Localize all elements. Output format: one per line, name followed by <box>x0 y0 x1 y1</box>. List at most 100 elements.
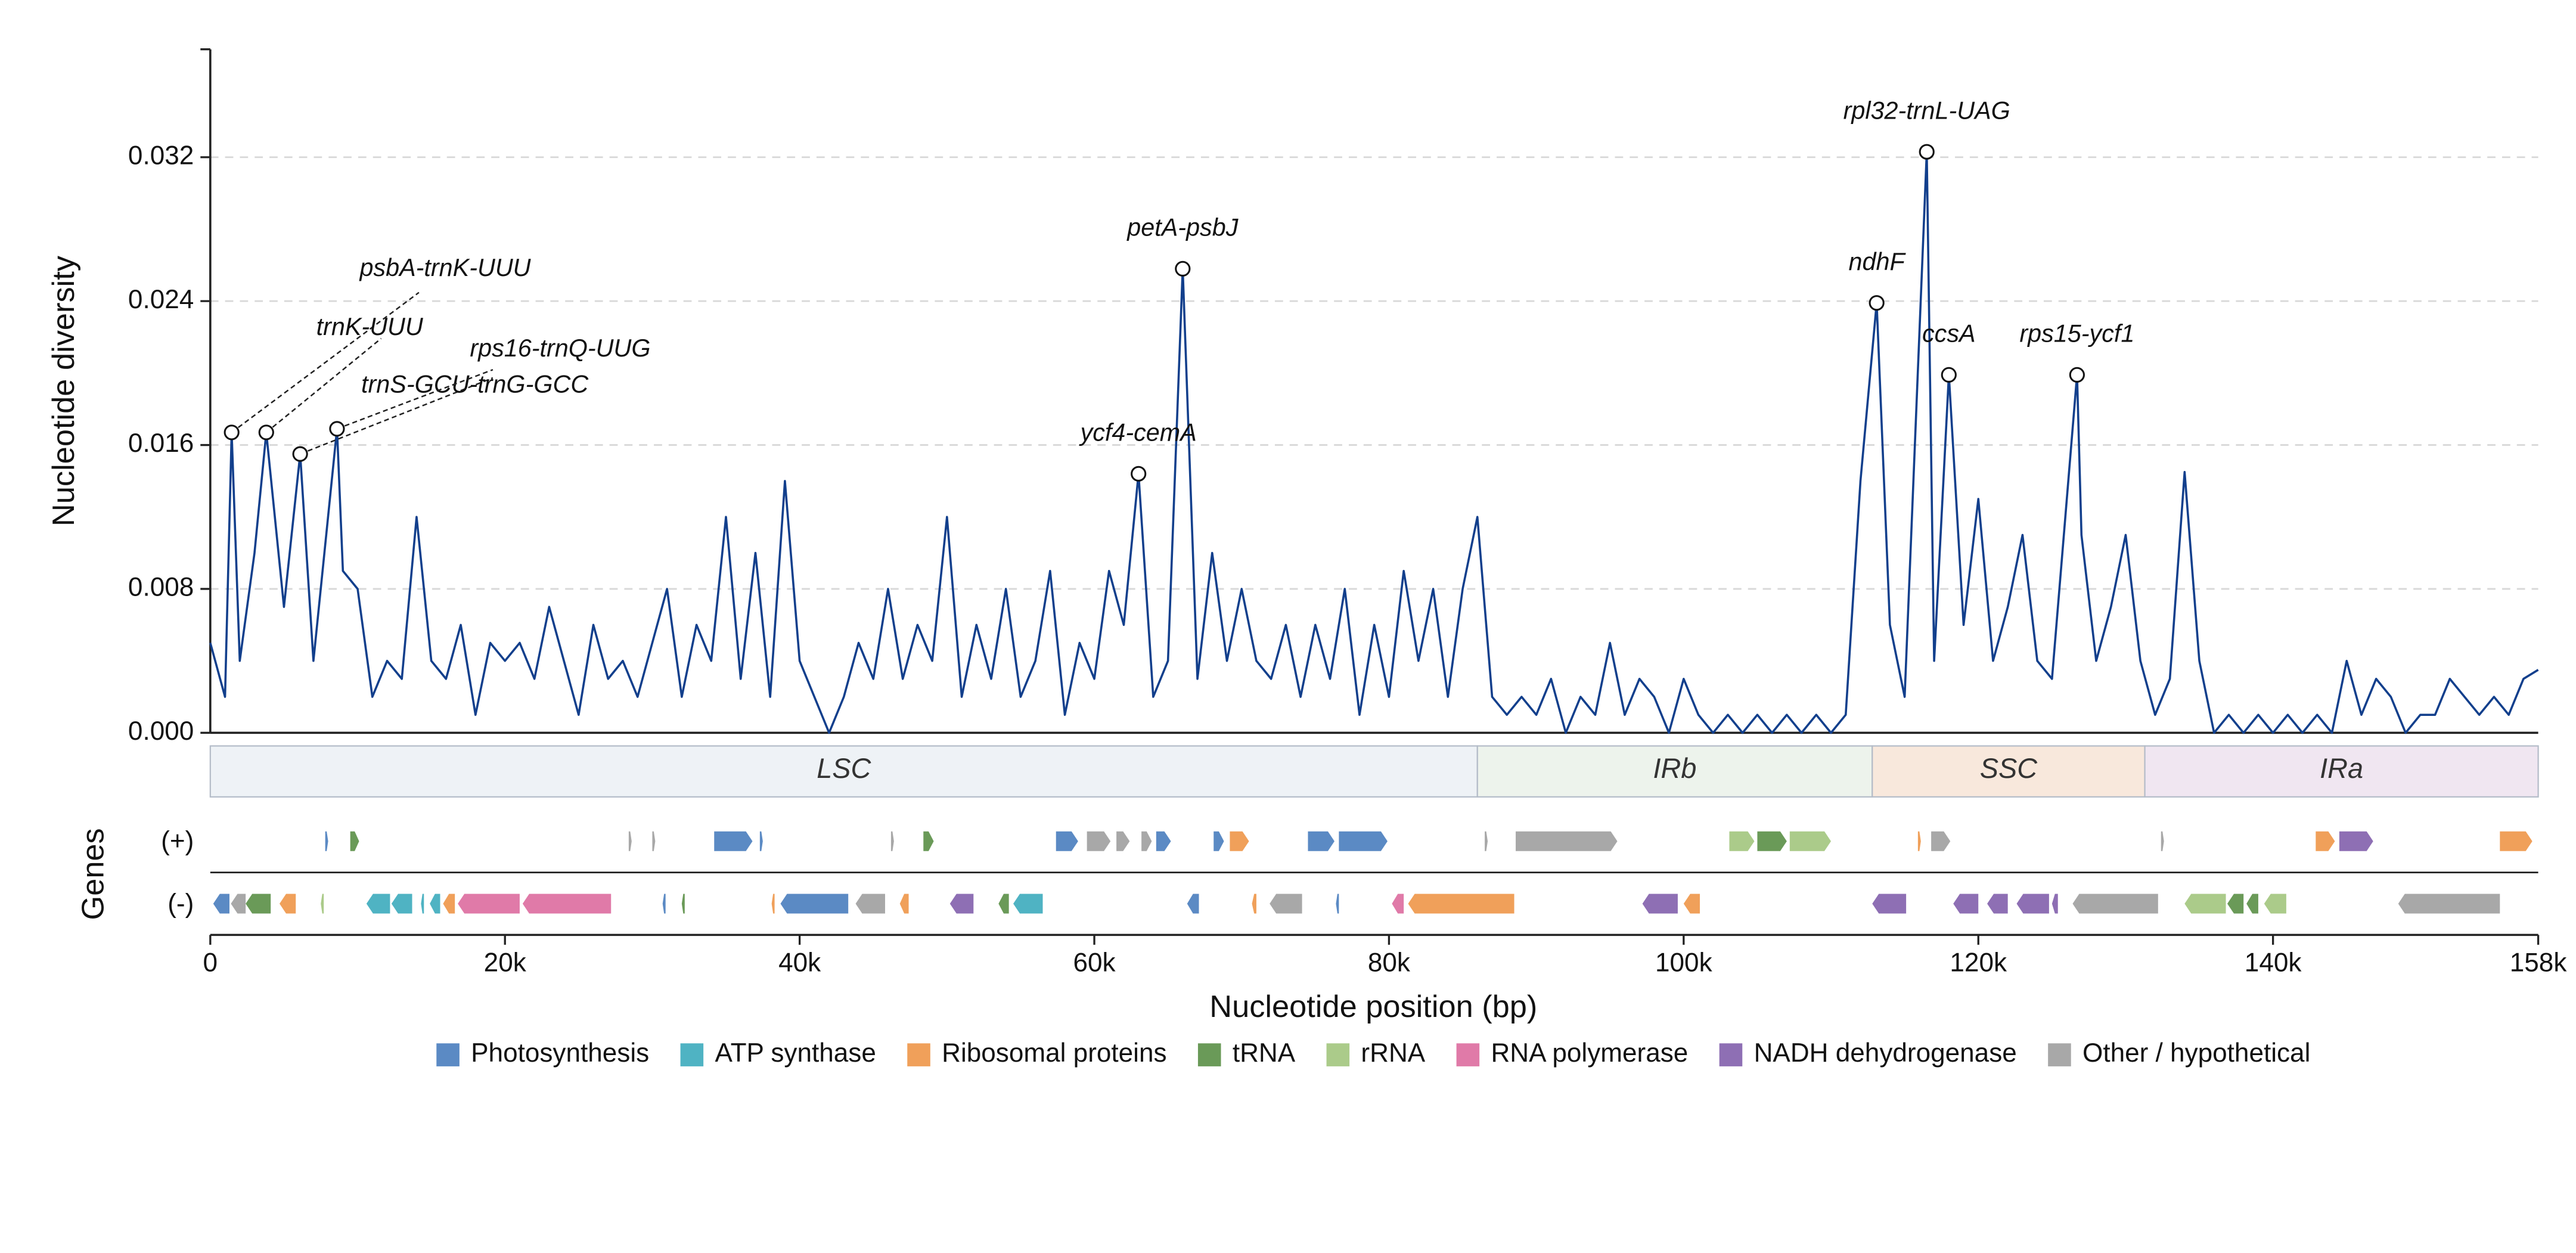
gene <box>652 831 656 851</box>
peak-marker <box>2069 367 2085 383</box>
region-label: SSC <box>1980 753 2038 784</box>
gene <box>2264 894 2286 914</box>
gene <box>1252 894 1256 914</box>
gene <box>231 894 246 914</box>
gene <box>1213 831 1224 851</box>
gene <box>1056 831 1078 851</box>
y-tick-label: 0.016 <box>128 429 194 458</box>
peak-marker <box>258 424 274 441</box>
track-label: Genes <box>76 828 111 920</box>
legend-swatch <box>436 1043 460 1066</box>
gene <box>1392 894 1404 914</box>
gene <box>681 894 685 914</box>
peak-marker <box>292 446 308 462</box>
gene <box>321 894 324 914</box>
peak-marker <box>224 424 240 441</box>
gene <box>2339 831 2373 851</box>
legend-swatch <box>2048 1043 2071 1066</box>
x-axis-label: Nucleotide position (bp) <box>1209 990 1537 1024</box>
gene <box>628 831 632 851</box>
x-tick-label: 140k <box>2245 948 2302 978</box>
legend-item: rRNA <box>1326 1038 1426 1068</box>
gene <box>2016 894 2049 914</box>
gene <box>2227 894 2244 914</box>
gene <box>899 894 909 914</box>
gene <box>780 894 849 914</box>
gene <box>1516 831 1618 851</box>
y-axis-label: Nucleotide diversity <box>46 255 81 526</box>
gene <box>350 831 359 851</box>
legend-swatch <box>907 1043 930 1066</box>
peak-label: petA-psbJ <box>1126 214 1238 241</box>
gene <box>1789 831 1832 851</box>
leader-line <box>300 377 494 455</box>
peak-marker <box>1919 144 1935 160</box>
legend-swatch <box>1719 1043 1743 1066</box>
gene <box>2161 831 2164 851</box>
region <box>2144 745 2539 798</box>
legend-item: Photosynthesis <box>436 1038 649 1068</box>
gene <box>213 894 229 914</box>
gene <box>771 894 775 914</box>
peak-marker <box>1941 367 1957 383</box>
gene <box>1156 831 1171 851</box>
x-tick-label: 120k <box>1950 948 2007 978</box>
peak-marker <box>329 421 345 437</box>
gene <box>391 894 412 914</box>
x-tick-label: 80k <box>1368 948 1411 978</box>
legend-item: Other / hypothetical <box>2048 1038 2310 1068</box>
gene <box>280 894 296 914</box>
gene <box>1917 831 1921 851</box>
gene <box>1931 831 1951 851</box>
peak-label: rpl32-trnL-UAG <box>1843 97 2010 124</box>
gene <box>1872 894 1907 914</box>
gene <box>1757 831 1787 851</box>
gene <box>1270 894 1302 914</box>
gene <box>1336 894 1339 914</box>
peak-marker <box>1131 466 1147 482</box>
gene <box>1230 831 1249 851</box>
region-label: IRb <box>1653 753 1697 784</box>
legend-item: NADH dehydrogenase <box>1719 1038 2017 1068</box>
x-tick-label: 20k <box>484 948 527 978</box>
gene <box>1308 831 1334 851</box>
legend-label: Other / hypothetical <box>2082 1038 2310 1068</box>
legend-label: tRNA <box>1233 1038 1296 1068</box>
peak-label: ccsA <box>1922 320 1976 348</box>
legend-item: ATP synthase <box>680 1038 876 1068</box>
gene <box>1141 831 1152 851</box>
strand-label: (-) <box>167 889 194 918</box>
peak-label: ycf4-cemA <box>1079 419 1197 446</box>
gene <box>662 894 666 914</box>
gene <box>246 894 271 914</box>
peak-label: trnS-GCU-trnG-GCC <box>361 371 589 398</box>
peak-label: rps16-trnQ-UUG <box>470 334 650 362</box>
gene <box>949 894 974 914</box>
peak-label: psbA-trnK-UUU <box>358 254 531 281</box>
gene <box>1683 894 1700 914</box>
gene <box>1485 831 1488 851</box>
leader-line <box>265 337 382 433</box>
gene <box>890 831 894 851</box>
legend-swatch <box>1197 1043 1221 1066</box>
leader-line <box>336 369 494 430</box>
gene <box>1087 831 1111 851</box>
legend-label: Ribosomal proteins <box>942 1038 1166 1068</box>
y-tick-label: 0.008 <box>128 573 194 602</box>
peak-label: ndhF <box>1849 248 1907 275</box>
leader-line <box>231 291 420 433</box>
peak-marker <box>1175 260 1191 277</box>
legend-item: RNA polymerase <box>1456 1038 1688 1068</box>
x-tick-label: 0 <box>203 948 218 978</box>
gene <box>923 831 934 851</box>
gene <box>1987 894 2008 914</box>
gene <box>2072 894 2158 914</box>
x-tick-label: 60k <box>1073 948 1116 978</box>
diversity-line <box>209 150 2539 734</box>
x-tick-label: 158k <box>2510 948 2568 978</box>
peak-label: trnK-UUU <box>316 313 424 340</box>
gene <box>1339 831 1388 851</box>
gene <box>325 831 328 851</box>
